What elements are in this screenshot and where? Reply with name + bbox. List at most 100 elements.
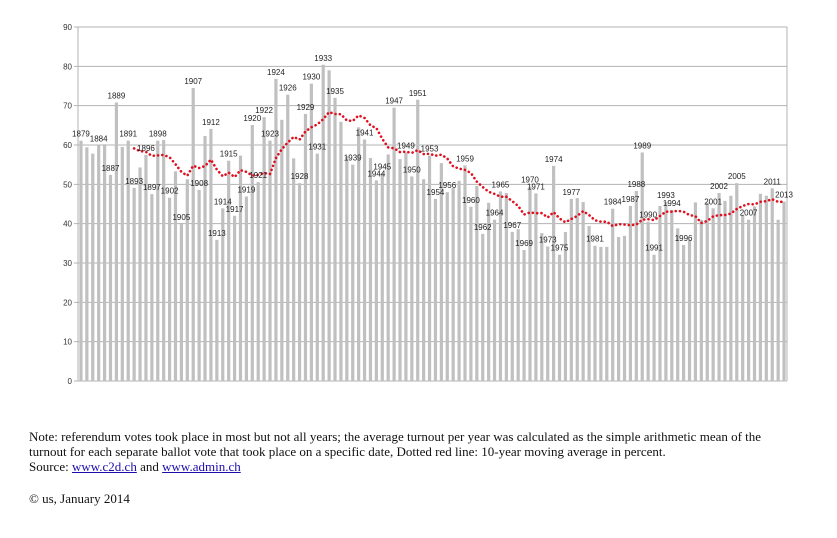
bar-1961: [475, 185, 479, 381]
bar-1957: [451, 187, 455, 381]
bar-1986: [622, 235, 627, 381]
bar-1965: [498, 191, 503, 381]
bar-1976: [563, 231, 568, 381]
bar-1948: [398, 159, 402, 381]
year-label-1951: 1951: [409, 89, 427, 98]
bar-1939: [351, 164, 355, 381]
bar-1972: [540, 233, 544, 381]
year-label-1921: 1921: [249, 171, 267, 180]
y-tick-label: 80: [63, 62, 72, 71]
moving-average-polyline: [132, 110, 786, 228]
bar-1994: [670, 209, 674, 381]
year-label-1933: 1933: [314, 54, 332, 63]
bar-1894: [138, 167, 142, 381]
year-label-1908: 1908: [190, 179, 208, 188]
bar-1958: [457, 180, 461, 381]
bar-1999: [699, 219, 703, 381]
year-label-1984: 1984: [604, 198, 622, 207]
bar-1950: [410, 176, 414, 381]
admin-link[interactable]: www.admin.ch: [162, 459, 241, 474]
bar-1967: [510, 231, 514, 381]
bar-1977: [569, 198, 573, 381]
bar-2009: [758, 193, 763, 381]
bar-1984: [611, 208, 615, 381]
year-label-1989: 1989: [633, 141, 651, 150]
year-label-1953: 1953: [421, 145, 439, 154]
bar-1946: [386, 154, 390, 381]
bar-1979: [581, 202, 585, 381]
bar-1992: [658, 205, 662, 381]
year-label-1973: 1973: [539, 235, 557, 244]
bars: [79, 64, 786, 382]
bar-1896: [144, 154, 148, 381]
bar-1910: [203, 135, 207, 381]
year-label-1924: 1924: [267, 68, 285, 77]
bar-1989: [640, 152, 644, 381]
bar-1917: [232, 215, 237, 381]
bar-2013: [782, 201, 786, 381]
bar-1985: [617, 237, 621, 381]
bar-1970: [528, 186, 532, 381]
y-tick-label: 60: [63, 141, 72, 150]
year-label-1919: 1919: [237, 186, 255, 195]
bar-1949: [404, 152, 408, 381]
bar-1897: [150, 194, 154, 381]
year-label-2005: 2005: [728, 172, 746, 181]
year-label-1987: 1987: [622, 195, 640, 204]
year-label-1913: 1913: [208, 229, 226, 238]
year-label-1905: 1905: [172, 213, 190, 222]
bar-1907: [191, 87, 195, 381]
year-label-1977: 1977: [562, 188, 580, 197]
bar-1929: [303, 113, 308, 381]
year-label-1960: 1960: [462, 196, 480, 205]
year-label-1907: 1907: [184, 77, 202, 86]
year-label-1954: 1954: [427, 188, 445, 197]
bar-1898: [156, 140, 160, 381]
bar-1991: [652, 254, 656, 381]
bar-2006: [741, 215, 745, 381]
moving-average-line: [132, 110, 786, 228]
bar-1934: [327, 70, 331, 382]
bar-1982: [599, 246, 603, 381]
y-tick-label: 70: [63, 102, 72, 111]
bar-1889: [114, 102, 119, 382]
year-label-1902: 1902: [161, 187, 179, 196]
bar-1890: [120, 146, 124, 381]
year-label-1914: 1914: [214, 197, 232, 206]
year-label-1971: 1971: [527, 182, 545, 191]
year-label-1988: 1988: [627, 180, 645, 189]
bar-2012: [776, 219, 780, 381]
bar-1935: [333, 97, 337, 382]
bar-1945: [380, 173, 384, 381]
bar-1990: [646, 221, 650, 381]
year-label-1947: 1947: [385, 97, 403, 106]
y-tick-label: 20: [63, 298, 72, 307]
year-label-2011: 2011: [764, 177, 782, 186]
year-label-1939: 1939: [344, 154, 362, 163]
bar-1940: [357, 127, 361, 381]
bar-1998: [693, 202, 698, 381]
bar-1981: [593, 245, 597, 381]
year-label-1991: 1991: [645, 244, 663, 253]
bar-1926: [286, 94, 290, 382]
bar-1903: [173, 171, 178, 381]
bar-1975: [557, 254, 562, 381]
year-label-1893: 1893: [125, 177, 143, 186]
y-tick-label: 0: [68, 377, 73, 386]
year-label-1917: 1917: [226, 205, 244, 214]
source-and: and: [140, 459, 159, 474]
bar-1906: [185, 179, 189, 381]
year-label-1990: 1990: [639, 211, 657, 220]
year-label-1879: 1879: [72, 130, 90, 139]
bar-1918: [238, 155, 243, 381]
bar-2005: [735, 183, 739, 381]
bar-1974: [552, 165, 556, 381]
year-label-1930: 1930: [302, 73, 320, 82]
bar-2011: [770, 188, 774, 381]
c2d-link[interactable]: www.c2d.ch: [71, 459, 137, 474]
note-line-2: turnout for each separate ballot vote th…: [29, 444, 666, 459]
year-label-1944: 1944: [367, 169, 385, 178]
year-label-1967: 1967: [503, 221, 521, 230]
y-tick-label: 50: [63, 180, 72, 189]
year-label-1941: 1941: [356, 128, 374, 137]
